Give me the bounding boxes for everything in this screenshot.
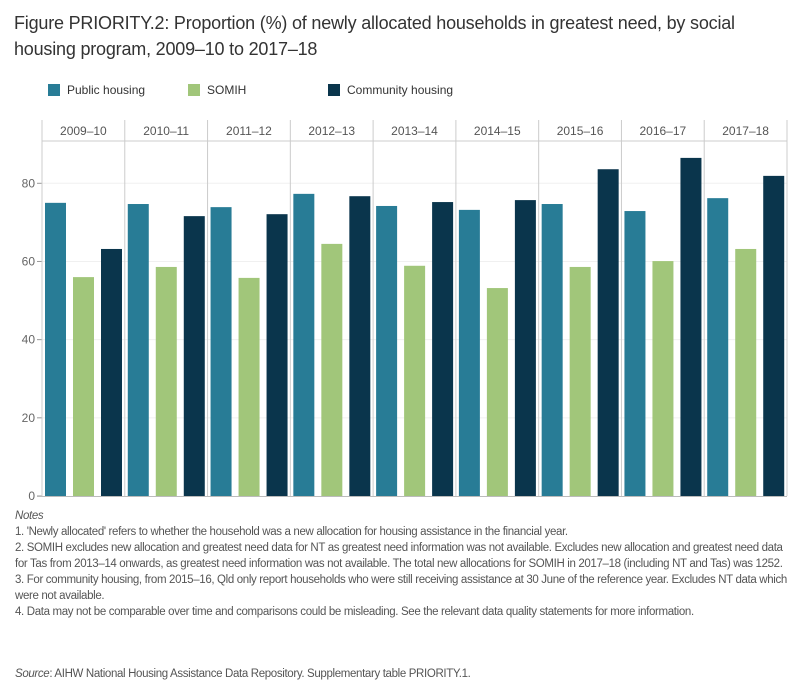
bar-somih: [238, 277, 260, 496]
note-4: 4. Data may not be comparable over time …: [15, 606, 694, 618]
category-label: 2010–11: [143, 124, 189, 138]
bar-public-housing: [45, 202, 66, 496]
bar-public-housing: [541, 204, 563, 497]
y-tick-label: 20: [22, 411, 36, 425]
source-text: : AIHW National Housing Assistance Data …: [49, 668, 471, 680]
bar-community-housing: [183, 216, 205, 497]
bar-community-housing: [763, 175, 785, 496]
bar-somih: [486, 288, 508, 496]
legend-swatch: [188, 84, 200, 96]
category-label: 2017–18: [722, 124, 769, 138]
notes-heading: Notes: [15, 510, 44, 522]
category-label: 2016–17: [639, 124, 686, 138]
bar-somih: [73, 277, 94, 496]
bar-community-housing: [597, 169, 619, 496]
note-3: 3. For community housing, from 2015–16, …: [15, 574, 787, 602]
notes: Notes 1. 'Newly allocated' refers to whe…: [15, 508, 795, 620]
bar-somih: [569, 266, 591, 496]
bar-public-housing: [458, 209, 480, 496]
bar-somih: [321, 243, 343, 496]
category-label: 2011–12: [226, 124, 272, 138]
y-tick-label: 80: [22, 176, 36, 190]
legend-label: SOMIH: [207, 83, 247, 97]
legend-item-somih[interactable]: SOMIH: [188, 83, 328, 97]
bar-community-housing: [432, 202, 454, 496]
bar-public-housing: [707, 198, 729, 496]
legend: Public housing SOMIH Community housing: [48, 83, 453, 97]
note-1: 1. 'Newly allocated' refers to whether t…: [15, 526, 568, 538]
bar-public-housing: [376, 205, 398, 496]
category-label: 2013–14: [391, 124, 438, 138]
bar-somih: [735, 248, 757, 496]
bar-public-housing: [624, 211, 646, 496]
bar-community-housing: [349, 196, 371, 497]
y-tick-label: 0: [28, 489, 35, 503]
bar-public-housing: [210, 207, 232, 496]
source-label: Source: [15, 668, 50, 680]
category-label: 2012–13: [308, 124, 355, 138]
y-tick-label: 60: [22, 254, 36, 268]
legend-label: Community housing: [347, 83, 454, 97]
bar-public-housing: [127, 204, 149, 497]
bar-somih: [404, 265, 426, 496]
bar-community-housing: [680, 157, 702, 496]
bar-public-housing: [293, 193, 315, 496]
category-label: 2015–16: [557, 124, 604, 138]
legend-item-public-housing[interactable]: Public housing: [48, 83, 188, 97]
legend-swatch: [48, 84, 60, 96]
source: Source: AIHW National Housing Assistance…: [15, 668, 471, 680]
legend-label: Public housing: [67, 83, 146, 97]
bar-chart: 0 20 40 60 80 2009–10 2010–11 2011–12 2012–13 201…: [22, 120, 788, 503]
category-label: 2009–10: [60, 124, 107, 138]
note-2: 2. SOMIH excludes new allocation and gre…: [15, 542, 783, 570]
bar-somih: [155, 266, 177, 496]
bar-community-housing: [266, 214, 288, 496]
legend-swatch: [328, 84, 340, 96]
legend-item-community-housing[interactable]: Community housing: [328, 83, 453, 97]
bar-somih: [652, 261, 674, 496]
chart-title: Figure PRIORITY.2: Proportion (%) of new…: [14, 13, 735, 59]
y-tick-label: 40: [22, 333, 36, 347]
category-label: 2014–15: [474, 124, 521, 138]
bar-community-housing: [514, 200, 536, 497]
bar-community-housing: [101, 248, 122, 496]
